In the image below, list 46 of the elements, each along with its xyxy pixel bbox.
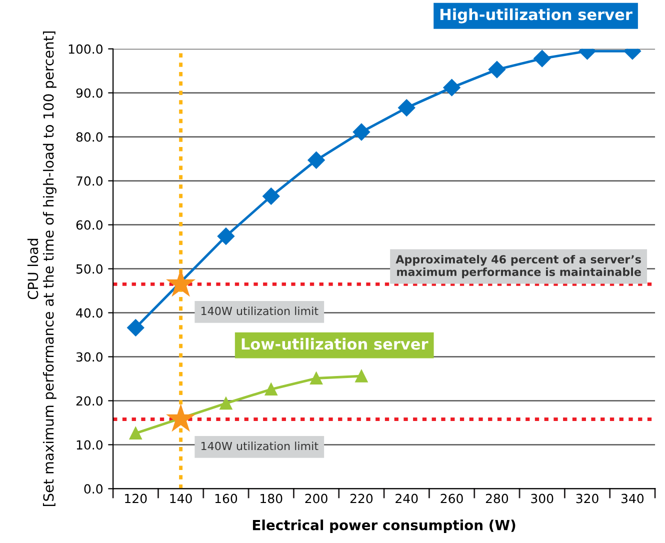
point (534, 50, 551, 68)
point (220, 397, 232, 410)
x-tick-label: 160 (215, 494, 238, 504)
point (129, 427, 142, 440)
x-axis-title: Electrical power consumption (W) (252, 520, 516, 533)
text: Low-utilization server (242, 338, 428, 350)
point (166, 404, 196, 432)
point (264, 383, 278, 396)
x-tick-label: 340 (621, 494, 644, 504)
x-tick-label: 220 (350, 494, 373, 504)
y-tick-label: 90.0 (76, 88, 102, 98)
point (443, 79, 460, 96)
point (355, 370, 368, 382)
point (127, 319, 144, 336)
y-tick-label: 0.0 (84, 484, 102, 494)
ref-line-label: Approximately 46 percent of a server’s maximum performance is maintainable (396, 254, 641, 278)
annotation: 140W utilization limit (201, 442, 318, 450)
x-tick-label: 180 (260, 494, 282, 504)
y-tick-label: 40.0 (76, 308, 102, 318)
y-axis-title: CPU load [Set maximum performance at the time of high-load to 100 percent] (27, 32, 56, 506)
x-tick-label: 260 (440, 494, 463, 504)
y-tick-label: 20.0 (76, 396, 102, 406)
x-tick-label: 120 (125, 494, 147, 504)
point (398, 99, 416, 116)
point (166, 268, 196, 297)
y-tick-label: 60.0 (76, 220, 102, 230)
series-label: High-utilization server (440, 8, 632, 24)
x-tick-label: 300 (531, 494, 554, 504)
x-tick-label: 320 (576, 494, 598, 504)
x-tick-label: 280 (486, 494, 508, 504)
y-tick-label: 30.0 (76, 352, 102, 362)
point (488, 60, 506, 78)
point (310, 372, 323, 385)
y-tick-label: 70.0 (76, 176, 102, 186)
annotation: 140W utilization limit (201, 306, 318, 316)
y-tick-label: 50.0 (76, 264, 102, 274)
y-tick-label: 100.0 (68, 44, 102, 54)
point (217, 228, 235, 245)
x-tick-label: 200 (305, 494, 328, 504)
x-tick-label: 140 (170, 494, 192, 504)
point (352, 123, 370, 141)
y-tick-label: 10.0 (76, 440, 102, 450)
y-tick-label: 80.0 (76, 132, 102, 142)
point (308, 152, 325, 169)
point (262, 188, 280, 205)
x-tick-label: 240 (396, 494, 418, 504)
